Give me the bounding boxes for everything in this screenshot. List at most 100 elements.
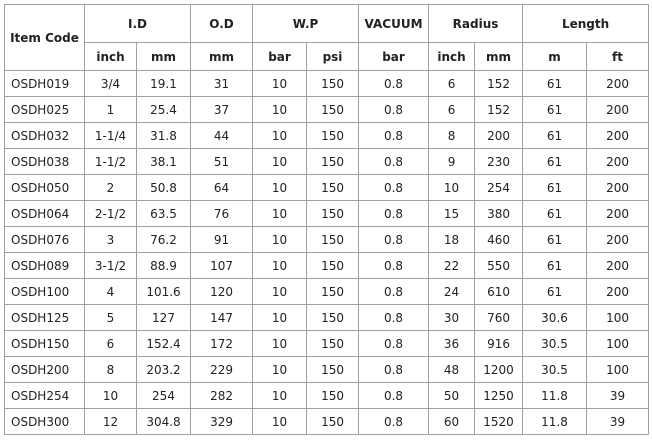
item-code: OSDH254 [4,382,85,409]
header-cell: I.D [83,4,192,43]
cell: 18 [428,226,476,253]
cell: 76 [190,200,254,227]
cell: 10 [252,278,308,305]
cell: 50 [428,382,476,409]
cell: 0.8 [358,278,430,305]
header-cell: VACUUM [358,4,430,43]
cell: 460 [474,226,524,253]
item-code: OSDH150 [4,330,85,357]
cell: 9 [428,148,476,175]
cell: 150 [306,96,360,123]
unit-cell: bar [252,42,308,71]
cell: 61 [522,278,588,305]
cell: 150 [306,174,360,201]
cell: 61 [522,252,588,279]
cell: 200 [586,70,650,97]
cell: 172 [190,330,254,357]
item-code: OSDH025 [4,96,85,123]
cell: 6 [84,330,137,357]
cell: 101.6 [135,278,192,305]
cell: 150 [306,278,360,305]
cell: 36 [428,330,476,357]
cell: 229 [190,356,254,383]
cell: 0.8 [358,70,430,97]
cell: 100 [586,356,650,383]
cell: 203.2 [135,356,192,383]
cell: 50.8 [135,174,192,201]
cell: 11.8 [522,382,588,409]
cell: 3 [84,226,137,253]
cell: 64 [190,174,254,201]
cell: 60 [428,408,476,435]
cell: 22 [428,252,476,279]
cell: 1-1/2 [84,148,137,175]
data-row: OSDH254 10 254 282 10 150 0.8 50 1250 11.8 39 [4,382,650,409]
data-row: OSDH050 2 50.8 64 10 150 0.8 10 254 61 200 [4,174,650,201]
cell: 10 [252,226,308,253]
cell: 0.8 [358,382,430,409]
cell: 31.8 [135,122,192,149]
unit-cell: psi [306,42,360,71]
table-head: Item Code I.D O.D W.P VACUUM Radius Leng… [4,4,650,71]
cell: 10 [252,174,308,201]
cell: 10 [252,96,308,123]
cell: 61 [522,148,588,175]
cell: 0.8 [358,252,430,279]
item-code: OSDH032 [4,122,85,149]
cell: 550 [474,252,524,279]
cell: 0.8 [358,148,430,175]
cell: 0.8 [358,356,430,383]
cell: 0.8 [358,174,430,201]
cell: 39 [586,382,650,409]
cell: 200 [586,200,650,227]
cell: 282 [190,382,254,409]
cell: 76.2 [135,226,192,253]
item-code: OSDH019 [4,70,85,97]
data-row: OSDH064 2-1/2 63.5 76 10 150 0.8 15 380 61 200 [4,200,650,227]
cell: 150 [306,252,360,279]
cell: 0.8 [358,226,430,253]
data-row: OSDH032 1-1/4 31.8 44 10 150 0.8 8 200 61 200 [4,122,650,149]
cell: 48 [428,356,476,383]
item-code: OSDH064 [4,200,85,227]
item-code: OSDH038 [4,148,85,175]
cell: 152 [474,70,524,97]
cell: 1 [84,96,137,123]
cell: 254 [474,174,524,201]
cell: 200 [586,252,650,279]
cell: 152.4 [135,330,192,357]
cell: 200 [586,226,650,253]
cell: 0.8 [358,408,430,435]
cell: 3-1/2 [84,252,137,279]
cell: 1-1/4 [84,122,137,149]
cell: 88.9 [135,252,192,279]
cell: 63.5 [135,200,192,227]
cell: 61 [522,200,588,227]
data-row: OSDH076 3 76.2 91 10 150 0.8 18 460 61 200 [4,226,650,253]
cell: 1250 [474,382,524,409]
cell: 200 [586,96,650,123]
cell: 37 [190,96,254,123]
unit-row: inch mm mm bar psi bar inch mm m ft [5,42,650,71]
spec-table: Item Code I.D O.D W.P VACUUM Radius Leng… [4,4,650,435]
data-row: OSDH150 6 152.4 172 10 150 0.8 36 916 30.5 100 [4,330,650,357]
cell: 2 [84,174,137,201]
cell: 30.5 [522,330,588,357]
header-cell: Item Code [4,4,85,71]
cell: 61 [522,70,588,97]
cell: 10 [252,122,308,149]
cell: 150 [306,356,360,383]
cell: 12 [84,408,137,435]
item-code: OSDH089 [4,252,85,279]
data-row: OSDH100 4 101.6 120 10 150 0.8 24 610 61 200 [4,278,650,305]
cell: 61 [522,226,588,253]
cell: 31 [190,70,254,97]
cell: 200 [586,148,650,175]
cell: 610 [474,278,524,305]
cell: 30.6 [522,304,588,331]
cell: 8 [84,356,137,383]
data-row: OSDH038 1-1/2 38.1 51 10 150 0.8 9 230 61 200 [4,148,650,175]
unit-cell: mm [474,42,524,71]
item-code: OSDH300 [4,408,85,435]
cell: 0.8 [358,122,430,149]
